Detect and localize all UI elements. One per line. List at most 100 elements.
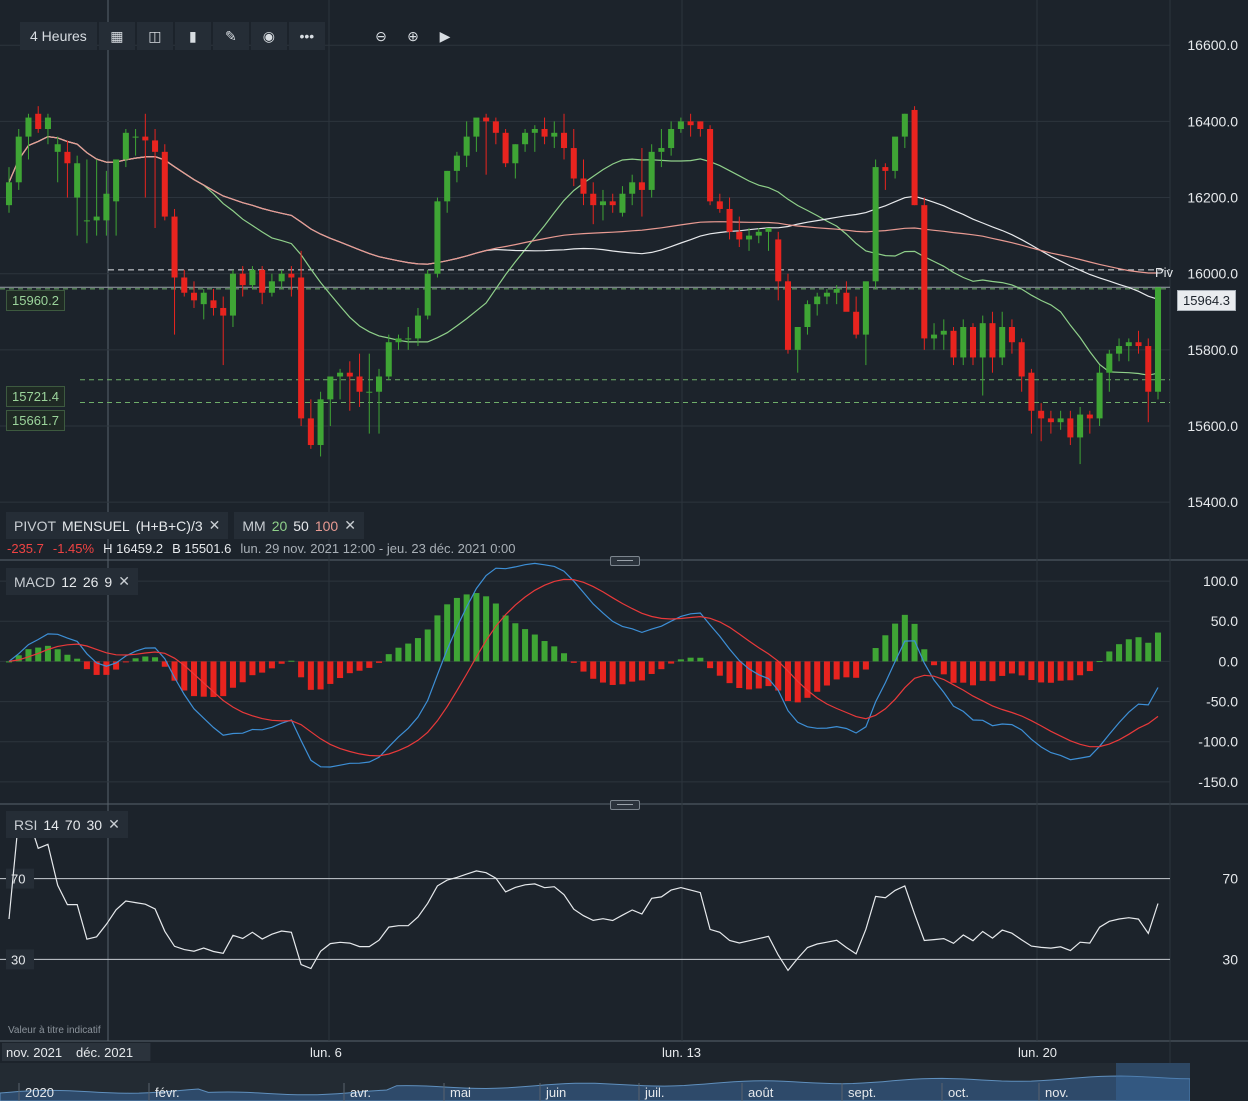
- mm100-line: [8, 135, 1158, 274]
- pane-resize-handle[interactable]: [610, 556, 640, 566]
- candle-body: [1096, 372, 1103, 419]
- candle-body: [171, 216, 178, 278]
- candle-body: [220, 307, 227, 316]
- x-axis-label: lun. 6: [310, 1045, 342, 1060]
- macd-histogram-bar: [648, 661, 655, 674]
- macd-histogram-bar: [629, 661, 636, 682]
- macd-histogram-bar: [892, 623, 899, 662]
- macd-histogram-bar: [298, 661, 305, 678]
- rsi-param-lower: 30: [86, 816, 103, 833]
- macd-histogram-bar: [161, 661, 168, 667]
- eye-icon[interactable]: ◉: [250, 22, 287, 50]
- more-icon[interactable]: •••: [288, 22, 325, 50]
- macd-histogram-bar: [590, 661, 597, 679]
- candle-body: [590, 193, 597, 206]
- macd-histogram-bar: [317, 661, 324, 690]
- macd-histogram-bar: [385, 654, 392, 662]
- pivot-label-tag: Piv: [1155, 265, 1174, 280]
- rsi-legend[interactable]: RSI 14 70 30 ✕: [6, 811, 128, 838]
- candle-body: [15, 136, 22, 183]
- price-tick-label: 16200.0: [1187, 190, 1238, 206]
- candle-body: [746, 235, 753, 240]
- candle-body: [190, 292, 198, 301]
- change-percent: -1.45%: [52, 541, 95, 556]
- macd-param-fast: 12: [61, 573, 77, 590]
- candle-body: [999, 327, 1006, 358]
- macd-histogram-bar: [979, 661, 986, 681]
- candle-body: [1145, 346, 1152, 392]
- pencil-icon[interactable]: ✎: [212, 22, 249, 50]
- timeframe-selector[interactable]: 4 Heures: [20, 22, 97, 50]
- candle-body: [687, 121, 694, 126]
- candle-body: [522, 132, 529, 145]
- close-icon[interactable]: ✕: [118, 573, 130, 589]
- candle-body: [960, 327, 967, 358]
- macd-histogram-bar: [1135, 637, 1142, 662]
- macd-histogram-bar: [74, 658, 81, 662]
- candle-body: [901, 113, 908, 137]
- pivot-label: PIVOT: [14, 517, 57, 534]
- bar-chart-icon[interactable]: ▮: [174, 22, 211, 50]
- candle-body: [950, 330, 957, 358]
- candle-body: [1018, 342, 1025, 377]
- macd-histogram-bar: [619, 661, 626, 685]
- rsi-level-tag-text: 30: [11, 952, 25, 967]
- zoom-in-icon[interactable]: ⊕: [407, 27, 419, 44]
- macd-histogram-bar: [950, 661, 957, 683]
- macd-histogram-bar: [687, 657, 694, 662]
- macd-histogram-bar: [229, 661, 236, 688]
- x-axis-label: lun. 20: [1018, 1045, 1057, 1060]
- macd-histogram-bar: [843, 661, 850, 678]
- layout-icon[interactable]: ◫: [136, 22, 173, 50]
- play-icon[interactable]: ▶: [439, 27, 451, 44]
- candle-body: [833, 288, 840, 293]
- macd-histogram-bar: [1145, 642, 1152, 662]
- candle-body: [551, 132, 558, 137]
- macd-histogram-bar: [142, 656, 149, 662]
- low-value: B 15501.6: [172, 541, 232, 556]
- close-icon[interactable]: ✕: [108, 816, 120, 832]
- price-tick-label: 15800.0: [1187, 342, 1238, 358]
- pivot-period: MENSUEL: [62, 517, 130, 534]
- candle-body: [434, 201, 441, 274]
- zoom-out-icon[interactable]: ⊖: [375, 27, 387, 44]
- macd-histogram-bar: [210, 661, 217, 698]
- price-tick-label: 15600.0: [1187, 418, 1238, 434]
- candle-body: [473, 117, 480, 137]
- candle-body: [122, 132, 129, 160]
- pivot-legend[interactable]: PIVOT MENSUEL (H+B+C)/3 ✕: [6, 512, 229, 539]
- close-icon[interactable]: ✕: [208, 517, 221, 533]
- candle-body: [755, 231, 762, 236]
- mm-legend[interactable]: MM 20 50 100 ✕: [234, 512, 364, 539]
- candle-body: [794, 327, 801, 350]
- macd-histogram-bar: [736, 661, 743, 689]
- candle-body: [210, 300, 217, 308]
- navigator-bar[interactable]: 2020 févr. avr. mai juin juil. août sept. oct. no…: [0, 1063, 1190, 1101]
- current-price-tag: 15964.3: [1177, 290, 1236, 311]
- pane-resize-handle[interactable]: [610, 800, 640, 810]
- calendar-icon[interactable]: ▦: [98, 22, 135, 50]
- candle-body: [405, 338, 412, 340]
- macd-histogram-bar: [25, 649, 32, 662]
- chart-toolbar: 4 Heures ▦ ◫ ▮ ✎ ◉ •••: [20, 22, 325, 50]
- macd-legend[interactable]: MACD 12 26 9 ✕: [6, 568, 138, 595]
- macd-histogram-bar: [1018, 661, 1025, 676]
- macd-histogram-bar: [5, 661, 13, 663]
- candle-body: [541, 129, 548, 137]
- close-icon[interactable]: ✕: [344, 517, 356, 533]
- candle-body: [327, 376, 334, 400]
- macd-tick-label: 50.0: [1211, 613, 1238, 629]
- macd-histogram-bar: [960, 661, 967, 683]
- candle-body: [736, 231, 743, 240]
- candle-body: [677, 121, 684, 129]
- price-tick-label: 16000.0: [1187, 266, 1238, 282]
- candle-body: [765, 228, 772, 232]
- macd-histogram-bar: [190, 661, 198, 697]
- candle-body: [882, 167, 889, 171]
- macd-histogram-bar: [54, 649, 61, 662]
- candle-body: [629, 182, 636, 194]
- macd-param-signal: 9: [104, 573, 113, 590]
- candle-body: [229, 273, 236, 316]
- candle-body: [25, 117, 32, 137]
